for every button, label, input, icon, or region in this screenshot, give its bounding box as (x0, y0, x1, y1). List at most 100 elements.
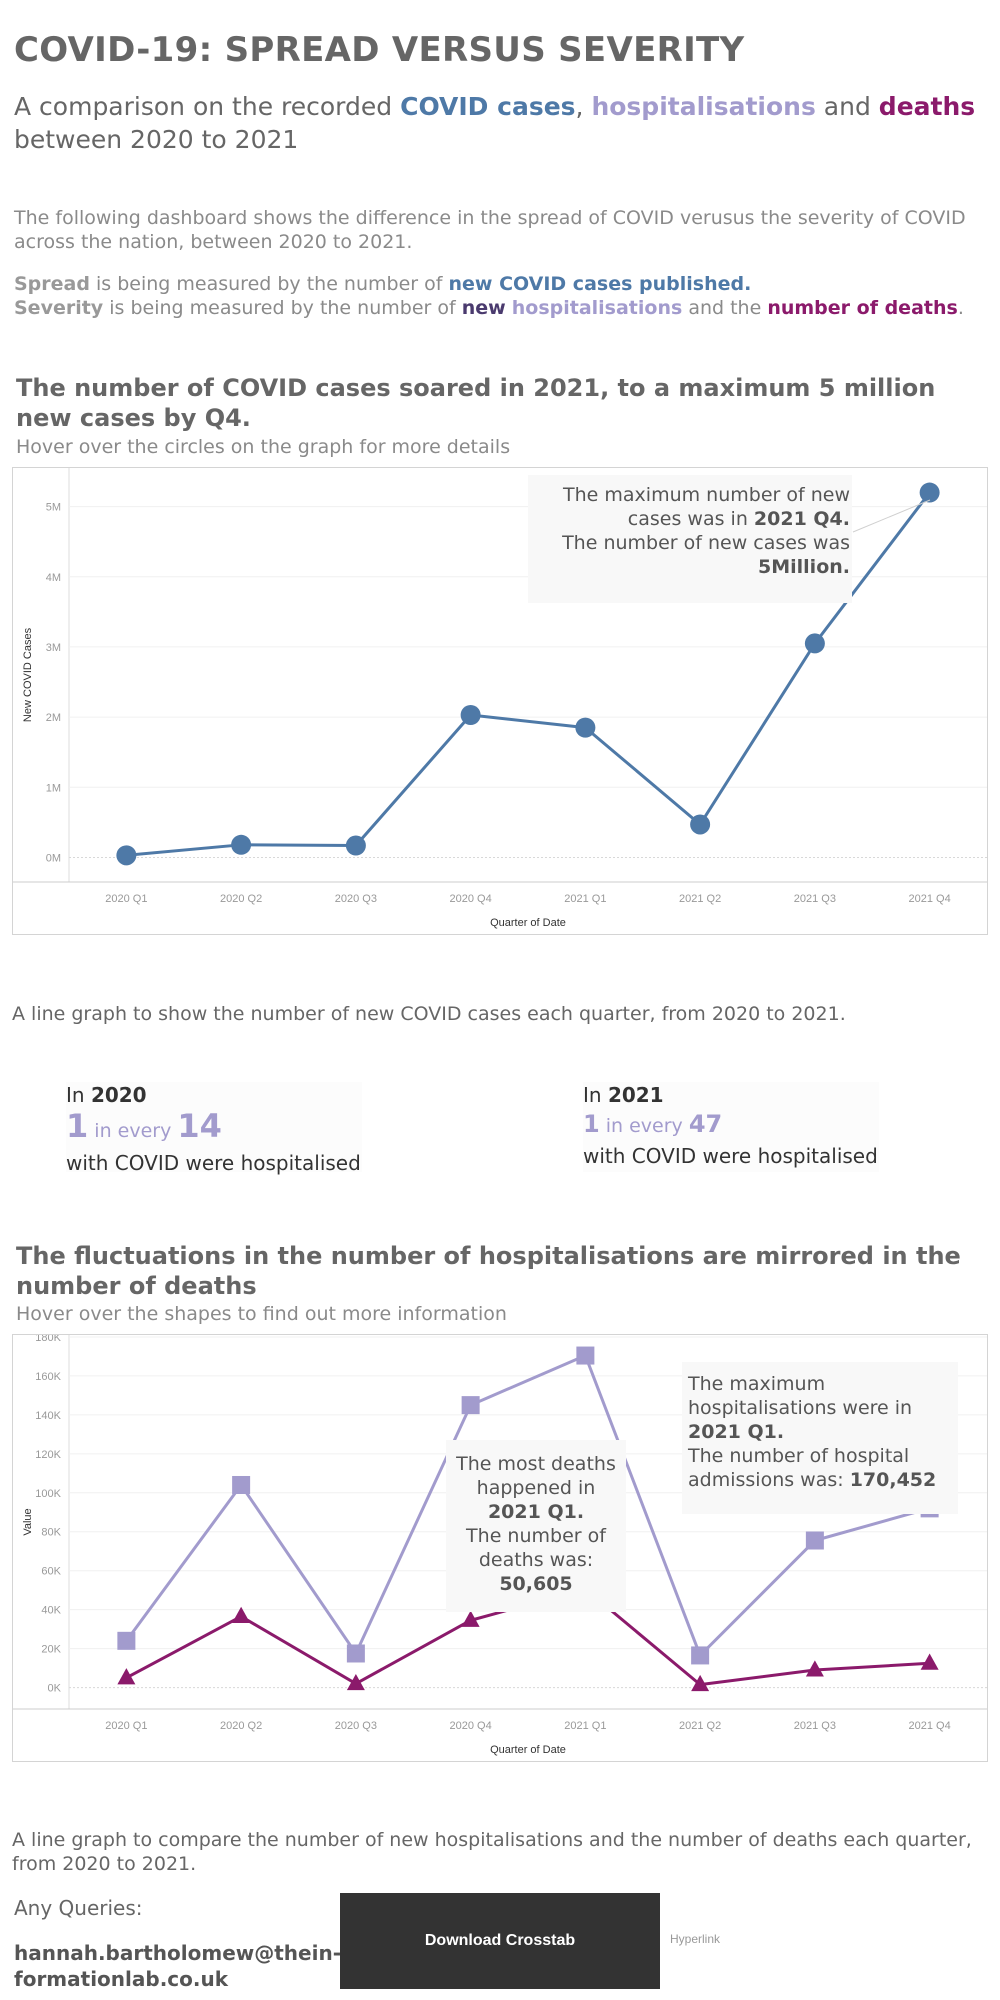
hosp-y-tick-label: 160K (35, 1371, 61, 1383)
hosp-tooltip-line4: The number of hospital (688, 1445, 910, 1467)
cases-x-tick-label: 2020 Q2 (220, 893, 262, 905)
severity-word: Severity (14, 297, 104, 319)
severity-and: and the (682, 297, 768, 319)
hosp-y-tick-label: 40K (41, 1605, 61, 1617)
hosp-data-point (576, 1346, 595, 1365)
hosp-x-tick-label: 2021 Q3 (794, 1720, 836, 1732)
download-crosstab-button[interactable]: Download Crosstab (340, 1893, 660, 1989)
hyperlink[interactable]: Hyperlink (670, 1932, 721, 1946)
stat-2020-in: In (66, 1083, 91, 1107)
hosp-data-point (346, 1673, 365, 1691)
stat-2021-every: in every (599, 1115, 689, 1137)
deaths-tooltip-quarter: 2021 Q1. (487, 1501, 585, 1523)
hosp-tooltip-value: 170,452 (849, 1469, 937, 1491)
deaths-tooltip-line2: happened in (476, 1477, 596, 1499)
cases-x-tick-label: 2021 Q4 (909, 893, 951, 905)
hosp-x-tick-label: 2021 Q4 (909, 1720, 951, 1732)
hosp-y-tick-label: 60K (41, 1566, 61, 1578)
hosp-x-tick-label: 2020 Q1 (105, 1720, 147, 1732)
hosp-section-title: The fluctuations in the number of hospit… (16, 1242, 961, 1300)
cases-series-line-0 (126, 491, 931, 857)
hosp-y-tick-label: 80K (41, 1527, 61, 1539)
cases-x-tick-label: 2020 Q1 (105, 893, 147, 905)
hosp-caption: A line graph to compare the number of ne… (12, 1829, 972, 1875)
hosp-data-point (117, 1631, 136, 1650)
deaths-tooltip-line4: The number of (466, 1525, 606, 1547)
hosp-y-tick-label: 180K (35, 1335, 61, 1344)
cases-y-tick-label: 0M (46, 852, 61, 864)
cases-data-point (804, 633, 825, 654)
severity-new: new (461, 297, 506, 319)
deaths-tooltip-line5: deaths was: (478, 1549, 594, 1571)
subtitle-cases: COVID cases (400, 92, 576, 121)
intro-text: The following dashboard shows the differ… (14, 207, 966, 253)
hosp-data-point (461, 1396, 480, 1415)
stat-2021-one: 1 (583, 1110, 600, 1138)
spread-text: is being measured by the number of (89, 273, 449, 295)
severity-deaths: number of deaths (767, 297, 958, 319)
stat-2021-number: 47 (688, 1110, 723, 1138)
contact-email[interactable]: hannah.bartholomew@thein-formationlab.co… (14, 1941, 341, 1991)
hosp-series-line-0 (125, 1354, 931, 1657)
cases-y-axis-title: New COVID Cases (22, 627, 34, 722)
stat-2021-text: with COVID were hospitalised (583, 1144, 878, 1168)
queries-label: Any Queries: (14, 1896, 143, 1920)
cases-x-tick-label: 2021 Q1 (564, 893, 606, 905)
hosp-x-tick-label: 2021 Q2 (679, 1720, 721, 1732)
measure-text: Spread is being measured by the number o… (14, 272, 994, 320)
cases-x-tick-label: 2021 Q2 (679, 893, 721, 905)
hosp-tooltip-line5: admissions was: (688, 1469, 850, 1491)
cases-data-point (116, 845, 137, 866)
hosp-data-point (691, 1674, 710, 1692)
stat-2020-every: in every (88, 1120, 178, 1142)
cases-section-title: The number of COVID cases soared in 2021… (16, 374, 936, 432)
deaths-tooltip: The most deaths happened in 2021 Q1. The… (446, 1440, 626, 1612)
cases-y-tick-label: 4M (46, 572, 61, 584)
subtitle-hospitalisations: hospitalisations (591, 92, 816, 121)
hosp-tooltip-quarter: 2021 Q1. (688, 1421, 785, 1443)
stat-2021-in: In (583, 1083, 608, 1107)
cases-x-tick-label: 2021 Q3 (794, 893, 836, 905)
hosp-data-point (805, 1531, 824, 1550)
hosp-tooltip-line1: The maximum (688, 1373, 826, 1395)
cases-data-point (345, 835, 366, 856)
cases-y-tick-label: 5M (46, 502, 61, 514)
subtitle-post: between 2020 to 2021 (14, 125, 299, 154)
cases-y-tick-label: 3M (46, 642, 61, 654)
cases-y-tick-label: 2M (46, 712, 61, 724)
hosp-x-tick-label: 2020 Q3 (335, 1720, 377, 1732)
hosp-x-tick-label: 2020 Q2 (220, 1720, 262, 1732)
deaths-tooltip-value: 50,605 (499, 1573, 573, 1595)
cases-tooltip-line1: The maximum number of new (563, 484, 850, 506)
hosp-y-tick-label: 140K (35, 1410, 61, 1422)
stat-2021-year: 2021 (607, 1083, 664, 1107)
stat-2020-year: 2020 (90, 1083, 147, 1107)
cases-data-point (231, 834, 252, 855)
hosp-data-point (232, 1606, 251, 1623)
cases-tooltip-line3: The number of new cases was (562, 532, 850, 554)
cases-y-tick-label: 1M (46, 782, 61, 794)
stat-2020: In 2020 1 in every 14 with COVID were ho… (66, 1082, 362, 1175)
dashboard-subtitle: A comparison on the recorded COVID cases… (14, 90, 994, 156)
hosp-y-tick-label: 100K (35, 1488, 61, 1500)
severity-text: is being measured by the number of (103, 297, 462, 319)
stat-2020-number: 14 (177, 1107, 222, 1145)
deaths-tooltip-line1: The most deaths (456, 1453, 616, 1475)
cases-tooltip-value: 5Million. (758, 556, 850, 578)
hosp-x-tick-label: 2021 Q1 (564, 1720, 606, 1732)
stat-2020-one: 1 (66, 1107, 89, 1145)
subtitle-pre: A comparison on the recorded (14, 92, 401, 121)
hosp-x-tick-label: 2020 Q4 (450, 1720, 492, 1732)
cases-caption: A line graph to show the number of new C… (12, 1003, 846, 1025)
spread-line: Spread is being measured by the number o… (14, 272, 994, 296)
subtitle-comma: , (575, 92, 592, 121)
hosp-data-point (461, 1610, 480, 1627)
hosp-y-axis-title: Value (22, 1508, 34, 1535)
dashboard-title: COVID-19: SPREAD VERSUS SEVERITY (14, 30, 745, 70)
cases-section-subtitle: Hover over the circles on the graph for … (16, 436, 511, 458)
cases-data-point (575, 717, 596, 738)
hosp-data-point (691, 1646, 710, 1665)
cases-tooltip-line2a: cases was in (627, 508, 754, 530)
severity-line: Severity is being measured by the number… (14, 296, 994, 320)
subtitle-and: and (815, 92, 879, 121)
